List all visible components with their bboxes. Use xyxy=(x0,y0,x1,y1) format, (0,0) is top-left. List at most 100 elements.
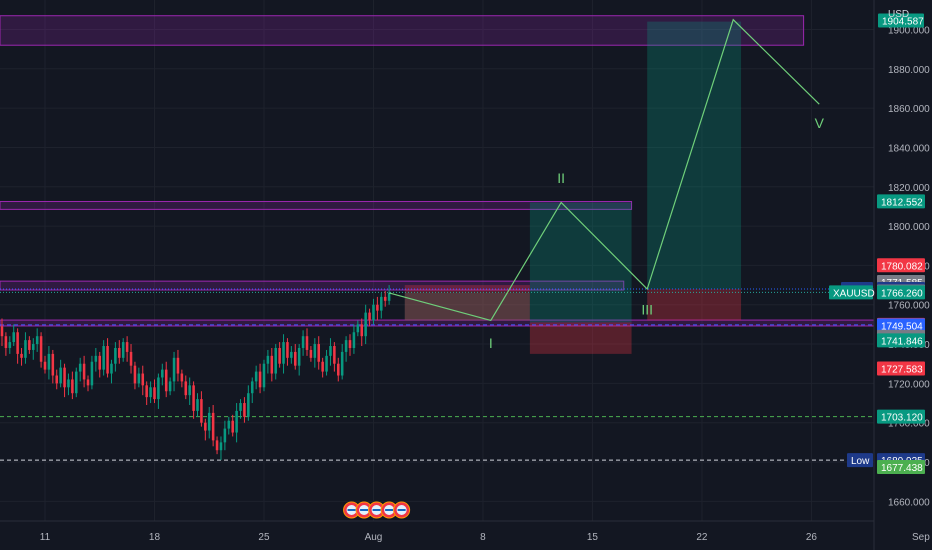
position-stop-2 xyxy=(647,289,742,321)
price-tag-12: Low xyxy=(851,456,870,467)
candle-body-39 xyxy=(133,365,137,384)
candle-body-27 xyxy=(86,379,90,386)
candle-body-86 xyxy=(317,344,320,362)
candle-body-23 xyxy=(71,379,74,394)
candle-body-104 xyxy=(387,292,391,301)
price-tag-bg-12 xyxy=(847,453,873,468)
candle-body-28 xyxy=(90,361,94,386)
price-tick-10: 1860.000 xyxy=(888,104,930,115)
price-tick-11: 1880.000 xyxy=(888,65,930,76)
candle-body-88 xyxy=(325,355,328,372)
candle-body-43 xyxy=(149,387,152,398)
candle-body-99 xyxy=(368,312,371,321)
candle-body-83 xyxy=(305,336,309,350)
candle-body-71 xyxy=(258,371,262,388)
candle-body-69 xyxy=(250,381,254,394)
candle-body-11 xyxy=(24,340,27,358)
time-tick-0: 11 xyxy=(40,532,51,543)
candle-body-72 xyxy=(262,363,266,388)
candle-body-85 xyxy=(313,344,317,358)
candle-body-93 xyxy=(344,340,348,352)
candle-body-33 xyxy=(110,363,113,374)
candle-body-65 xyxy=(235,410,238,433)
candle-body-5 xyxy=(0,326,4,337)
price-labels: 1812.5521780.0821771.5851767.990High1766… xyxy=(829,194,925,475)
wave-line xyxy=(388,18,820,322)
candle-body-74 xyxy=(270,355,274,374)
candle-body-98 xyxy=(364,312,367,337)
candle-body-92 xyxy=(340,351,344,376)
candle-body-61 xyxy=(219,442,223,451)
candle-body-80 xyxy=(293,351,297,366)
time-axis: 111825Aug8152226Sep15:00 xyxy=(40,532,930,543)
candle-body-31 xyxy=(102,346,105,370)
candle-body-78 xyxy=(286,342,289,358)
price-tick-5: 1760.000 xyxy=(888,301,930,312)
event-markers[interactable] xyxy=(343,501,411,519)
candle-body-50 xyxy=(176,357,180,374)
price-tick-7: 1800.000 xyxy=(888,222,930,233)
candle-body-26 xyxy=(82,363,86,380)
wave-labels: IIIIIIIVV xyxy=(489,115,825,351)
candle-body-54 xyxy=(192,385,195,411)
candle-body-68 xyxy=(247,393,250,417)
candle-body-42 xyxy=(145,385,148,398)
price-tick-12: 1900.000 xyxy=(888,25,930,36)
candle-body-63 xyxy=(227,420,231,429)
price-tag-bg-5 xyxy=(829,285,873,300)
candle-body-87 xyxy=(321,361,324,372)
position-target-0 xyxy=(404,292,530,321)
candle-body-60 xyxy=(215,440,219,451)
zone-1 xyxy=(0,201,633,210)
candle-body-97 xyxy=(360,324,364,337)
candle-body-47 xyxy=(164,369,168,392)
candle-body-90 xyxy=(333,346,336,364)
candle-body-24 xyxy=(75,371,78,394)
candles xyxy=(0,285,391,461)
candle-body-48 xyxy=(168,381,172,392)
candle-body-9 xyxy=(16,332,19,354)
currency-label: USD xyxy=(888,9,909,20)
candle-body-62 xyxy=(223,428,227,443)
time-tick-6: 22 xyxy=(696,532,708,543)
top-price-label: 1904.587 xyxy=(882,16,924,27)
candle-body-44 xyxy=(153,387,156,400)
wave-path xyxy=(388,18,820,322)
price-label-bg-5 xyxy=(877,285,925,300)
candle-body-38 xyxy=(129,351,133,366)
candle-body-46 xyxy=(161,369,164,378)
candle-body-25 xyxy=(78,363,82,372)
candle-body-40 xyxy=(137,373,141,384)
price-label-5: 1766.260 xyxy=(881,288,923,299)
candle-body-21 xyxy=(63,367,66,388)
price-label-bg-9 xyxy=(877,333,925,348)
event-marker-stripe-1 xyxy=(360,509,369,511)
price-label-1: 1780.082 xyxy=(881,261,923,272)
time-tick-5: 15 xyxy=(587,532,599,543)
wave-label-4: V xyxy=(815,115,825,131)
candle-body-15 xyxy=(39,336,43,362)
candle-body-102 xyxy=(380,296,383,311)
price-label-11: 1703.120 xyxy=(881,413,923,424)
horizontal-lines xyxy=(0,288,874,461)
price-label-13: 1677.438 xyxy=(881,463,923,474)
candle-body-12 xyxy=(28,340,31,350)
time-tick-4: 8 xyxy=(480,532,486,543)
candle-body-14 xyxy=(35,336,39,345)
time-tick-2: 25 xyxy=(258,532,270,543)
candle-body-101 xyxy=(376,304,379,311)
candle-body-79 xyxy=(290,351,293,358)
candle-body-67 xyxy=(243,403,246,417)
price-label-bg-10 xyxy=(877,361,925,376)
position-stop-1 xyxy=(529,322,632,354)
price-tag-5: XAUUSD xyxy=(833,288,875,299)
candle-body-20 xyxy=(59,367,62,384)
candle-body-29 xyxy=(94,355,98,362)
candle-body-66 xyxy=(239,403,242,411)
candle-body-77 xyxy=(282,342,285,364)
candle-body-73 xyxy=(266,355,270,364)
candle-body-53 xyxy=(188,385,191,396)
candle-body-64 xyxy=(231,420,234,433)
candle-body-8 xyxy=(12,332,15,343)
